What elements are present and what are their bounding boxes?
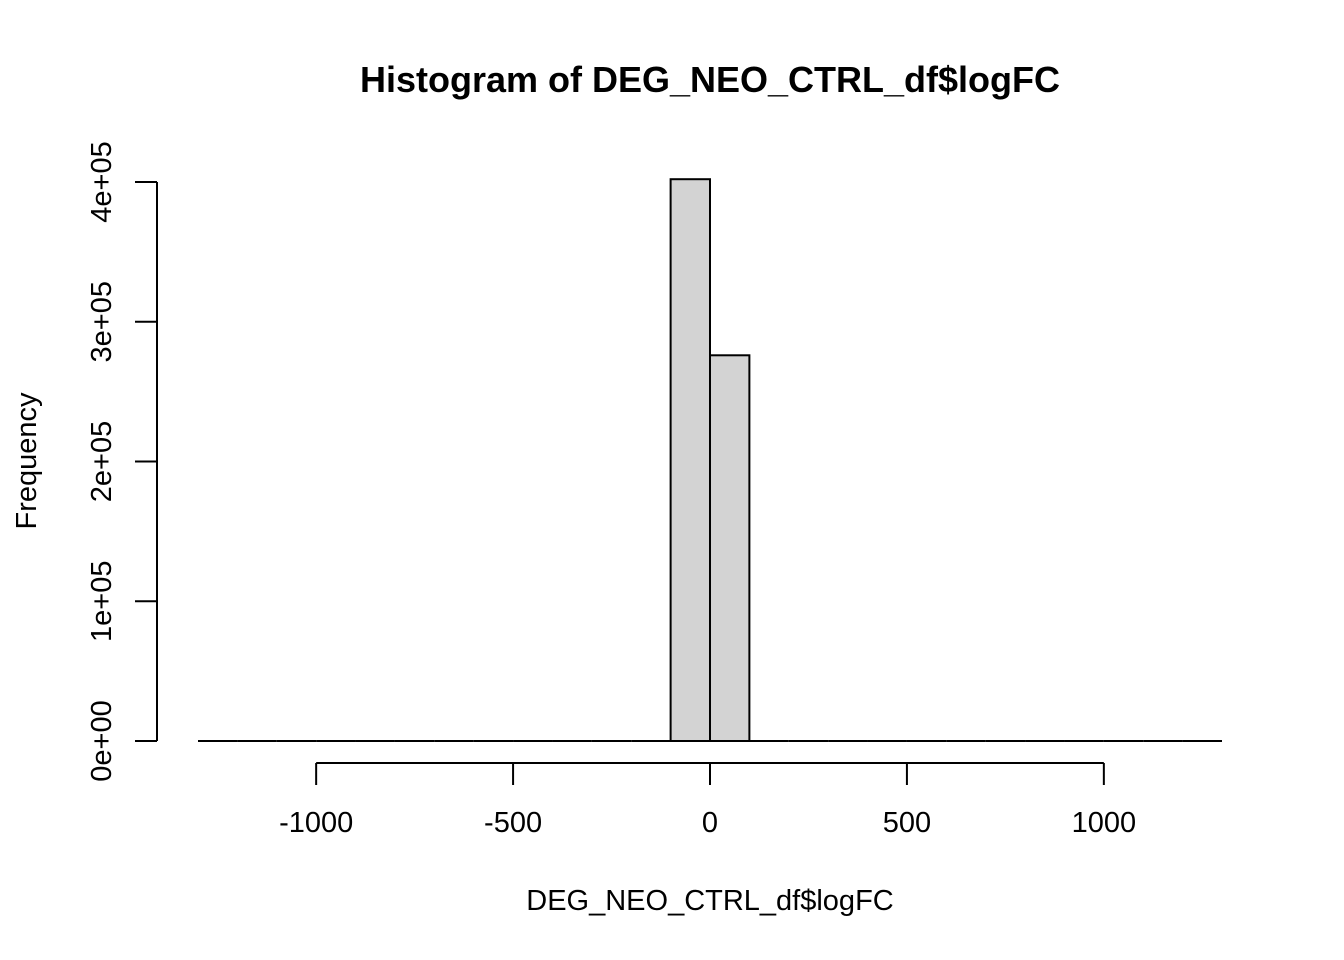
histogram-bar <box>709 354 751 742</box>
y-axis-label: Frequency <box>11 392 43 530</box>
x-tick-label: -1000 <box>279 807 353 839</box>
x-tick-label: 0 <box>702 807 718 839</box>
histogram-bar <box>669 178 711 742</box>
x-tick-label: -500 <box>484 807 542 839</box>
x-tick-label: 500 <box>883 807 931 839</box>
y-tick-label: 0e+00 <box>86 700 118 781</box>
x-tick-label: 1000 <box>1072 807 1137 839</box>
histogram-bars <box>198 178 1222 742</box>
y-tick-label: 1e+05 <box>86 561 118 642</box>
x-axis: -1000 -500 0 500 1000 <box>279 762 1137 839</box>
y-tick-label: 3e+05 <box>86 281 118 362</box>
y-axis: 0e+00 1e+05 2e+05 3e+05 4e+05 <box>86 141 158 782</box>
y-tick-label: 4e+05 <box>86 141 118 222</box>
x-axis-label: DEG_NEO_CTRL_df$logFC <box>526 885 893 917</box>
y-tick-label: 2e+05 <box>86 421 118 502</box>
chart-title: Histogram of DEG_NEO_CTRL_df$logFC <box>360 59 1060 100</box>
